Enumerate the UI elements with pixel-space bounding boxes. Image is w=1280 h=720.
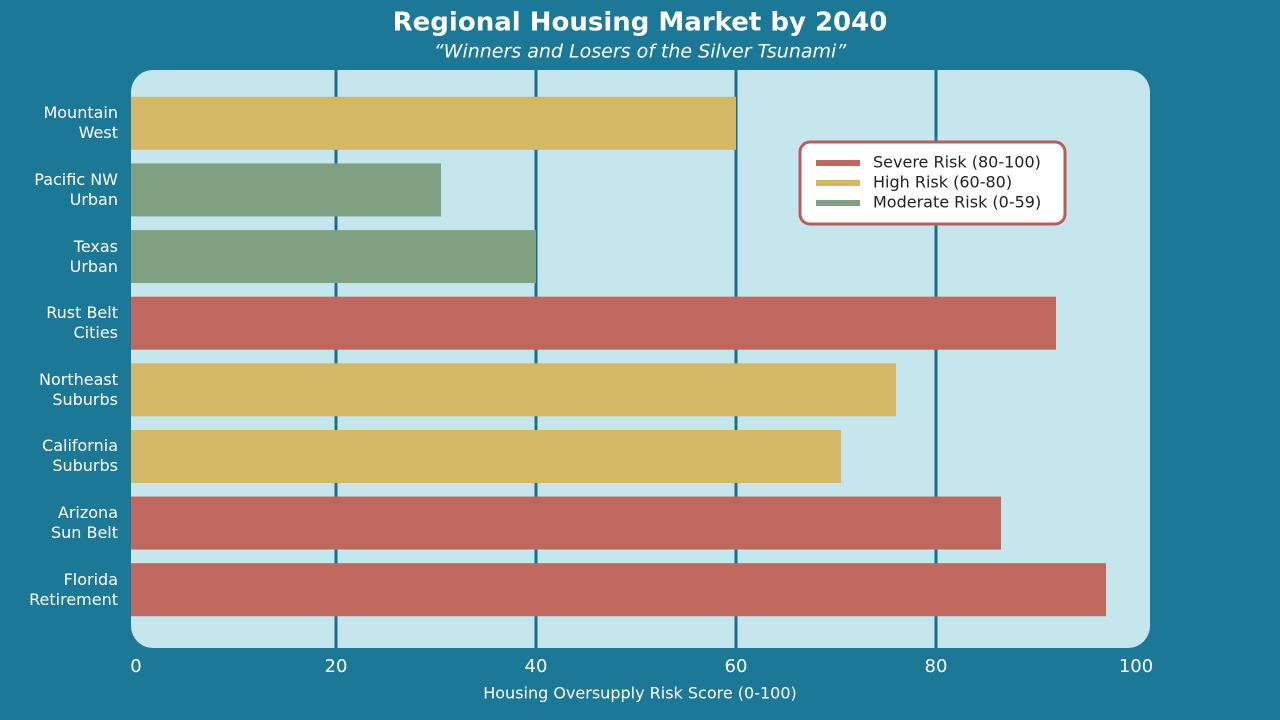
x-tick-label: 0 [130,656,141,677]
y-tick-label: California Suburbs [42,436,118,476]
legend-label: Severe Risk (80-100) [873,153,1041,172]
x-tick-label: 40 [525,656,548,677]
x-axis-label: Housing Oversupply Risk Score (0-100) [483,684,797,703]
x-tick-label: 80 [925,656,948,677]
y-tick-label: Pacific NW Urban [34,169,118,209]
y-tick-label: Arizona Sun Belt [50,503,118,543]
x-tick-label: 100 [1119,656,1153,677]
bar [131,363,896,417]
x-tick-label: 20 [325,656,348,677]
y-tick-label: Northeast Suburbs [38,369,118,409]
bar [131,563,1106,617]
legend: Severe Risk (80-100)High Risk (60-80)Mod… [798,140,1067,226]
bar [131,496,1001,550]
y-tick-label: Rust Belt Cities [46,303,118,343]
bar [131,163,441,217]
y-tick-label: Mountain West [43,103,118,143]
legend-box [798,140,1067,226]
chart-title: Regional Housing Market by 2040 [393,8,888,38]
bar [131,230,536,284]
chart-subtitle: “Winners and Losers of the Silver Tsunam… [434,41,847,63]
legend-label: Moderate Risk (0-59) [873,193,1041,212]
bar [131,296,1056,350]
y-tick-label: Texas Urban [69,236,118,276]
y-tick-label: Florida Retirement [29,569,118,609]
bar [131,429,841,483]
x-tick-label: 60 [725,656,748,677]
legend-label: High Risk (60-80) [873,173,1012,192]
bar [131,96,736,150]
